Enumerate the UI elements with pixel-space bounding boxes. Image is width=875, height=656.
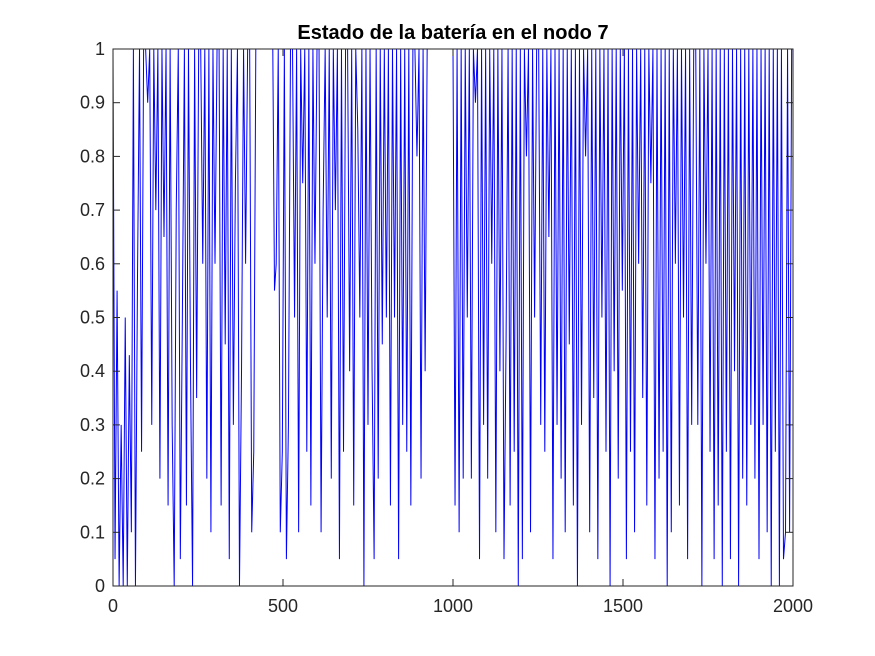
y-tick-label: 1 — [95, 39, 105, 59]
y-tick-label: 0.6 — [80, 254, 105, 274]
y-tick-label: 0.1 — [80, 522, 105, 542]
y-tick-label: 0.3 — [80, 415, 105, 435]
y-tick-label: 0.4 — [80, 361, 105, 381]
x-tick-label: 0 — [108, 596, 118, 616]
y-tick-label: 0 — [95, 576, 105, 596]
y-tick-label: 0.2 — [80, 469, 105, 489]
y-tick-label: 0.8 — [80, 146, 105, 166]
x-tick-label: 2000 — [773, 596, 813, 616]
y-tick-label: 0.9 — [80, 93, 105, 113]
x-tick-label: 1500 — [603, 596, 643, 616]
y-tick-label: 0.5 — [80, 308, 105, 328]
x-axis: 0 500 1000 1500 2000 — [108, 49, 813, 616]
y-tick-label: 0.7 — [80, 200, 105, 220]
y-axis: 0 0.1 0.2 0.3 0.4 0.5 0.6 0.7 0.8 0.9 1 — [80, 39, 793, 596]
chart-title: Estado de la batería en el nodo 7 — [297, 22, 608, 44]
x-tick-label: 1000 — [433, 596, 473, 616]
x-tick-label: 500 — [268, 596, 298, 616]
